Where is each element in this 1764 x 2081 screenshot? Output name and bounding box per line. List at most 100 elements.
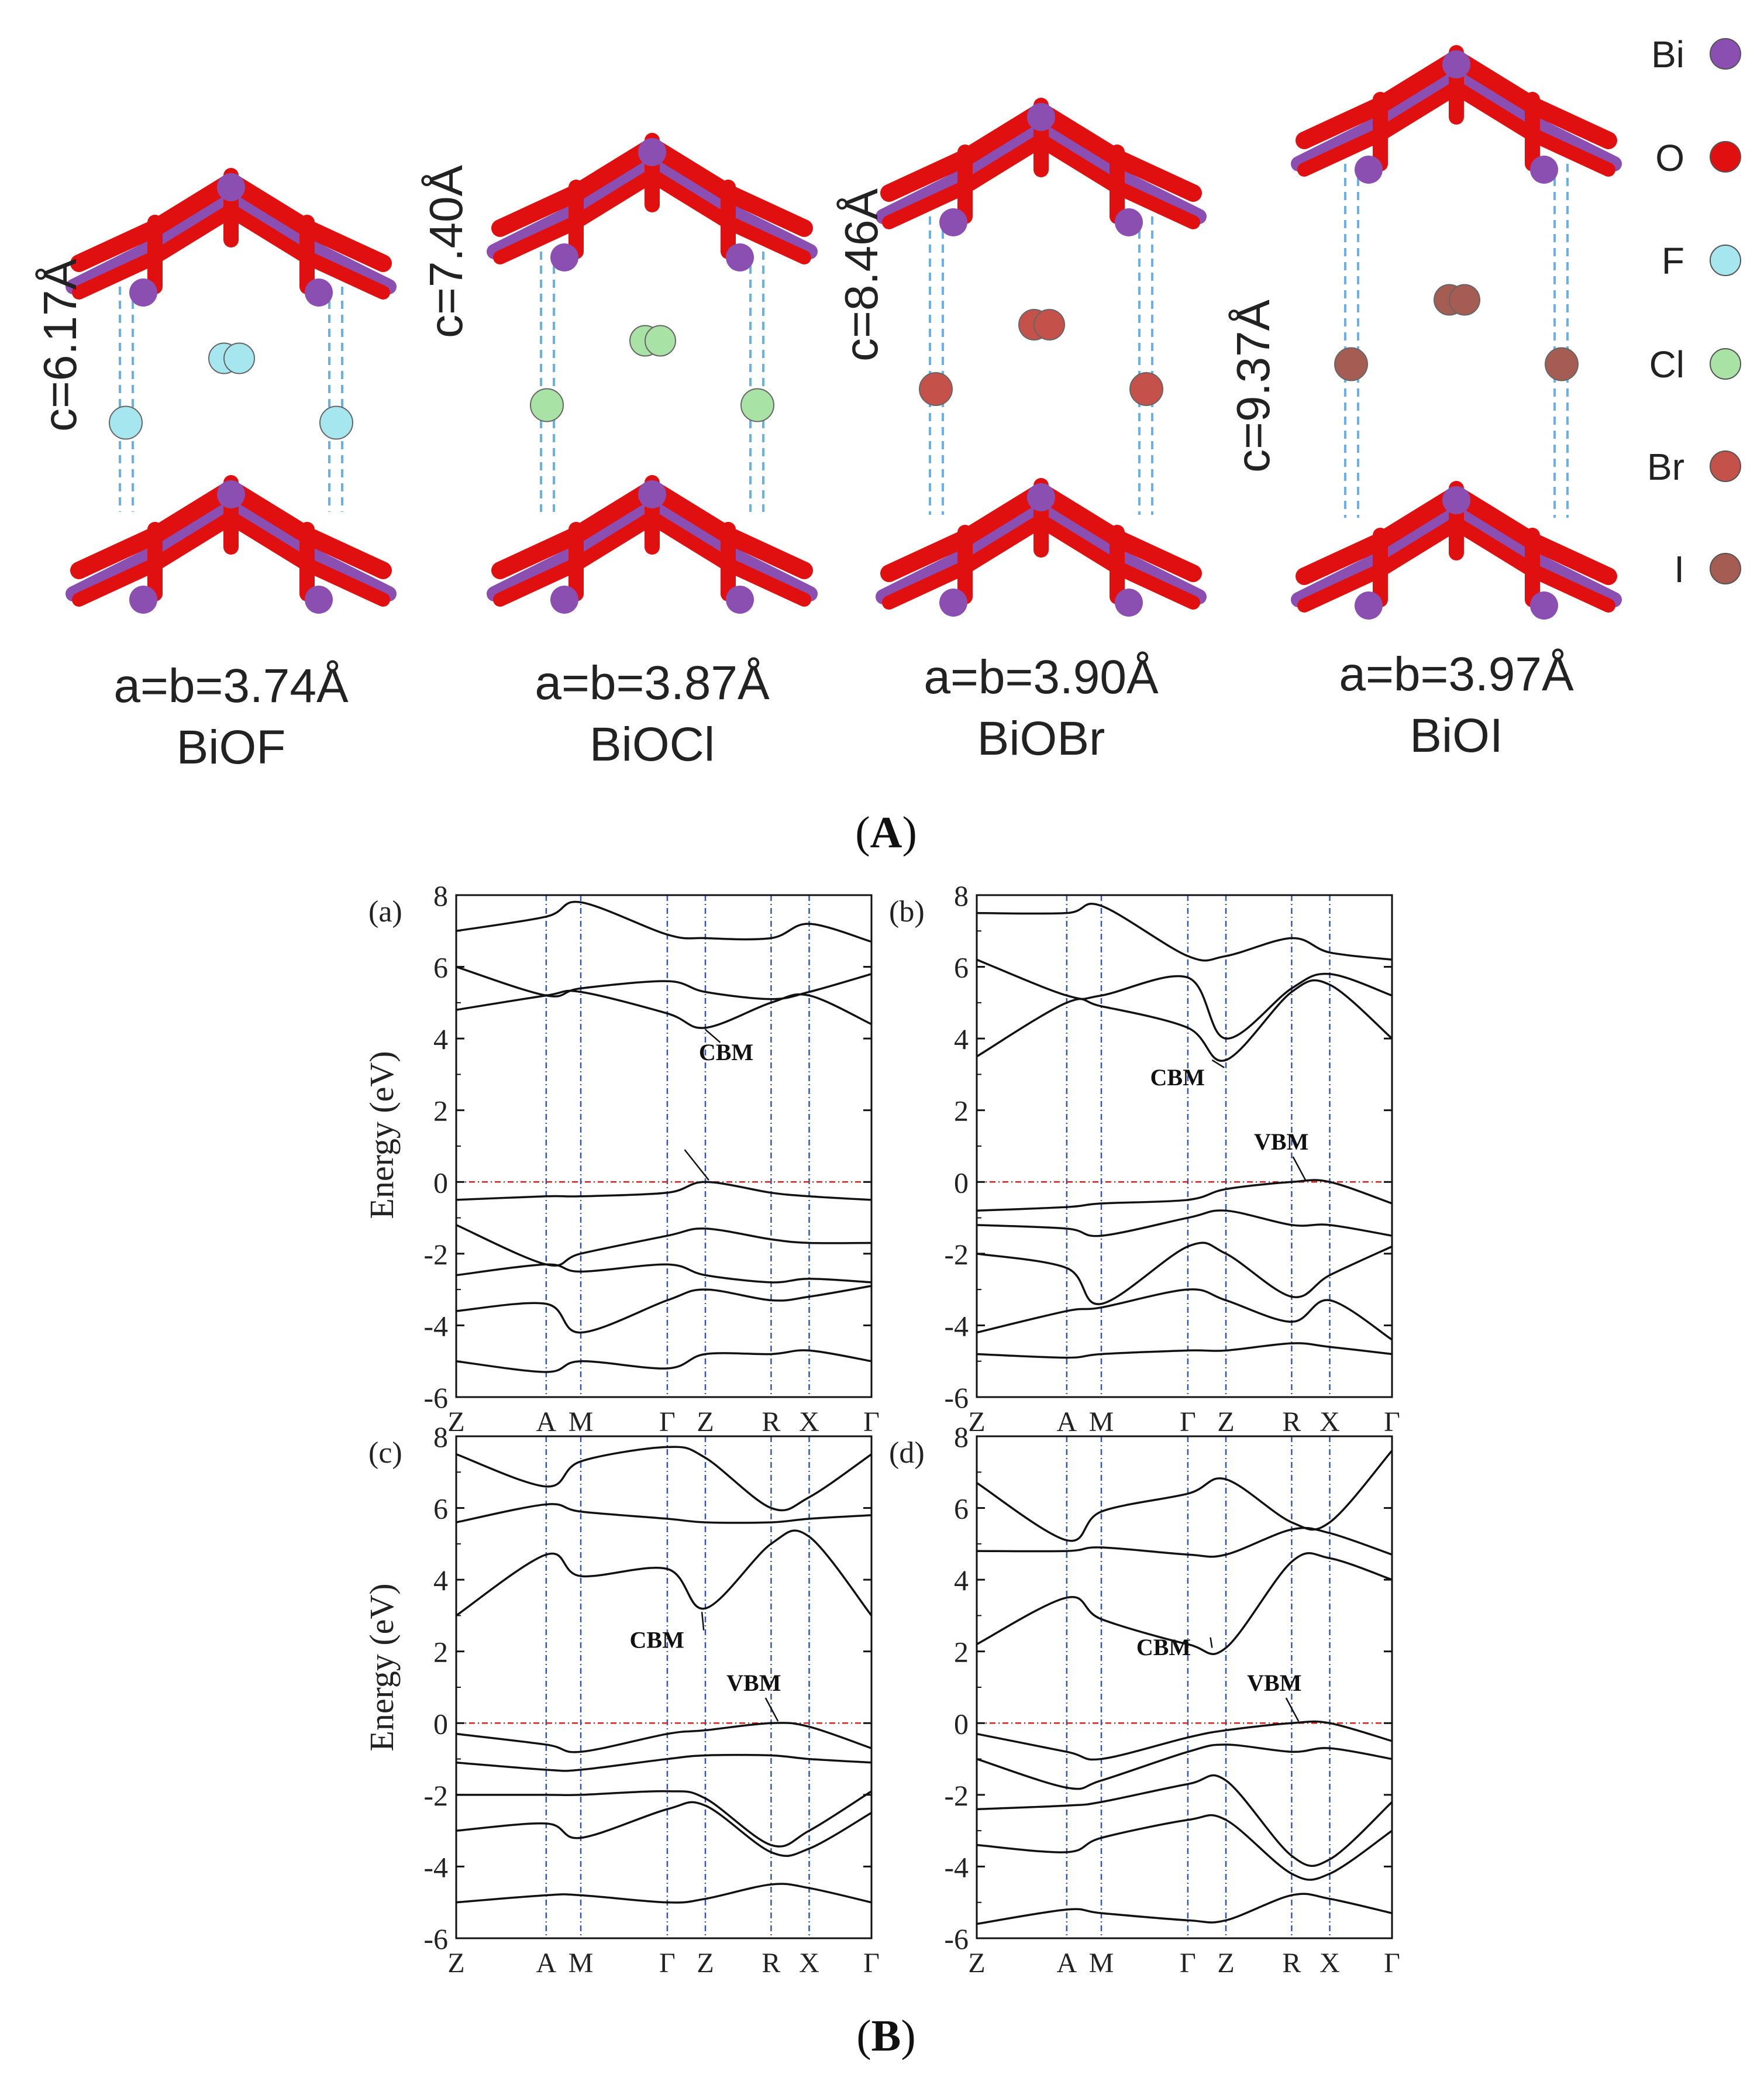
y-tick-label: -2 [423,1238,448,1271]
y-tick-label: 4 [433,1564,448,1597]
band-line-cb1 [976,979,1393,1062]
halogen-atom [919,372,953,406]
o-bond [1296,532,1389,585]
bi-atom [1027,483,1055,511]
bi-bond [876,174,961,224]
o-bond [882,180,972,229]
band-line-vb5 [976,1893,1393,1925]
bottom-bio-layer [876,478,1207,617]
x-tick-label: M [569,1406,594,1437]
band-line-vb3 [976,1241,1393,1305]
bottom-bio-layer [66,475,397,614]
band-line-cb3 [976,903,1393,962]
bi-bond [1536,557,1622,607]
band-line-vb1 [976,1179,1393,1212]
legend-swatch-bi [1710,38,1741,70]
band-line-vb2 [456,1753,872,1772]
cbm-arrow [1211,1059,1225,1068]
o-bond [958,514,1048,575]
bi-atom [939,208,967,236]
o-bond [1525,563,1615,613]
y-tick-label: 2 [433,1095,448,1127]
y-tick-label: 0 [954,1166,969,1199]
bi-atom [1027,103,1055,131]
halogen-atom [1129,372,1163,406]
x-tick-label: X [1319,1948,1340,1979]
o-bond [300,250,390,300]
x-tick-label: A [536,1948,556,1979]
cbm-arrow [701,1612,705,1631]
caption-b-letter: B [871,2011,901,2061]
y-tick-label: 0 [954,1707,969,1740]
bottom-bio-layer [1291,481,1622,620]
legend-label-f: F [1662,240,1684,282]
band-line-cb1 [976,1552,1393,1655]
bi-atom [305,278,333,307]
ylabel-top: Energy (eV) [363,1051,401,1219]
y-tick-label: 2 [433,1636,448,1669]
legend-swatch-cl [1710,348,1741,380]
o-bond [645,168,735,229]
y-tick-label: 0 [433,1166,448,1199]
y-tick-label: -6 [423,1381,448,1414]
band-line-vb4 [456,1801,872,1858]
o-bond [1449,517,1539,577]
bi-bond [1121,554,1207,604]
band-line-cb2 [976,958,1393,1040]
element-legend: Bi O F Cl Br I [1647,33,1741,590]
o-bond [719,527,813,579]
x-tick-label: Z [697,1948,714,1979]
legend-swatch-f [1710,245,1741,276]
o-bond [569,511,659,572]
bi-atom [550,243,578,271]
x-tick-label: Γ [659,1406,676,1437]
bi-bond [732,551,818,601]
o-bond [70,219,164,272]
band-line-vb1 [456,1722,872,1753]
band-line-vb3 [456,1790,872,1848]
x-tick-label: M [1089,1948,1114,1979]
o-bond [491,184,585,237]
band-line-vb1 [976,1720,1393,1761]
legend-swatch-o [1710,141,1741,173]
structure-biocl [487,133,818,614]
ab-label-biobr: a=b=3.90Å [924,651,1159,704]
y-tick-label: 8 [954,1420,969,1453]
x-tick-label: Z [447,1406,464,1437]
bi-atom [726,243,754,271]
bi-bond [311,244,397,294]
bi-atom [1355,156,1383,184]
top-bio-layer [487,133,818,271]
y-tick-label: -2 [944,1779,969,1812]
x-tick-label: X [799,1948,819,1979]
x-tick-label: A [536,1406,556,1437]
x-tick-label: Γ [863,1948,880,1979]
o-bond [1525,128,1615,177]
bi-bond [487,551,572,601]
cbm-arrow [1210,1637,1213,1648]
bi-atom [129,586,157,614]
bi-atom [1355,591,1383,620]
ab-label-bioi: a=b=3.97Å [1339,648,1574,701]
o-bond [493,558,583,607]
x-tick-label: Γ [1384,1948,1400,1979]
o-bond [880,529,974,582]
bi-bond [1536,121,1622,171]
bi-bond [732,209,818,259]
x-tick-label: A [1056,1406,1077,1437]
vbm-label: VBM [1254,1129,1308,1155]
structure-biobr [876,98,1207,617]
y-tick-label: 2 [954,1636,969,1669]
bi-atom [1115,208,1143,236]
halogen-atom [223,342,255,374]
halogen-atom [1033,309,1065,340]
o-bond [1297,128,1387,177]
o-bond [1449,81,1539,142]
x-tick-label: X [799,1406,819,1437]
bi-atom [1442,486,1470,514]
o-bond [298,527,392,579]
o-bond [224,511,314,572]
